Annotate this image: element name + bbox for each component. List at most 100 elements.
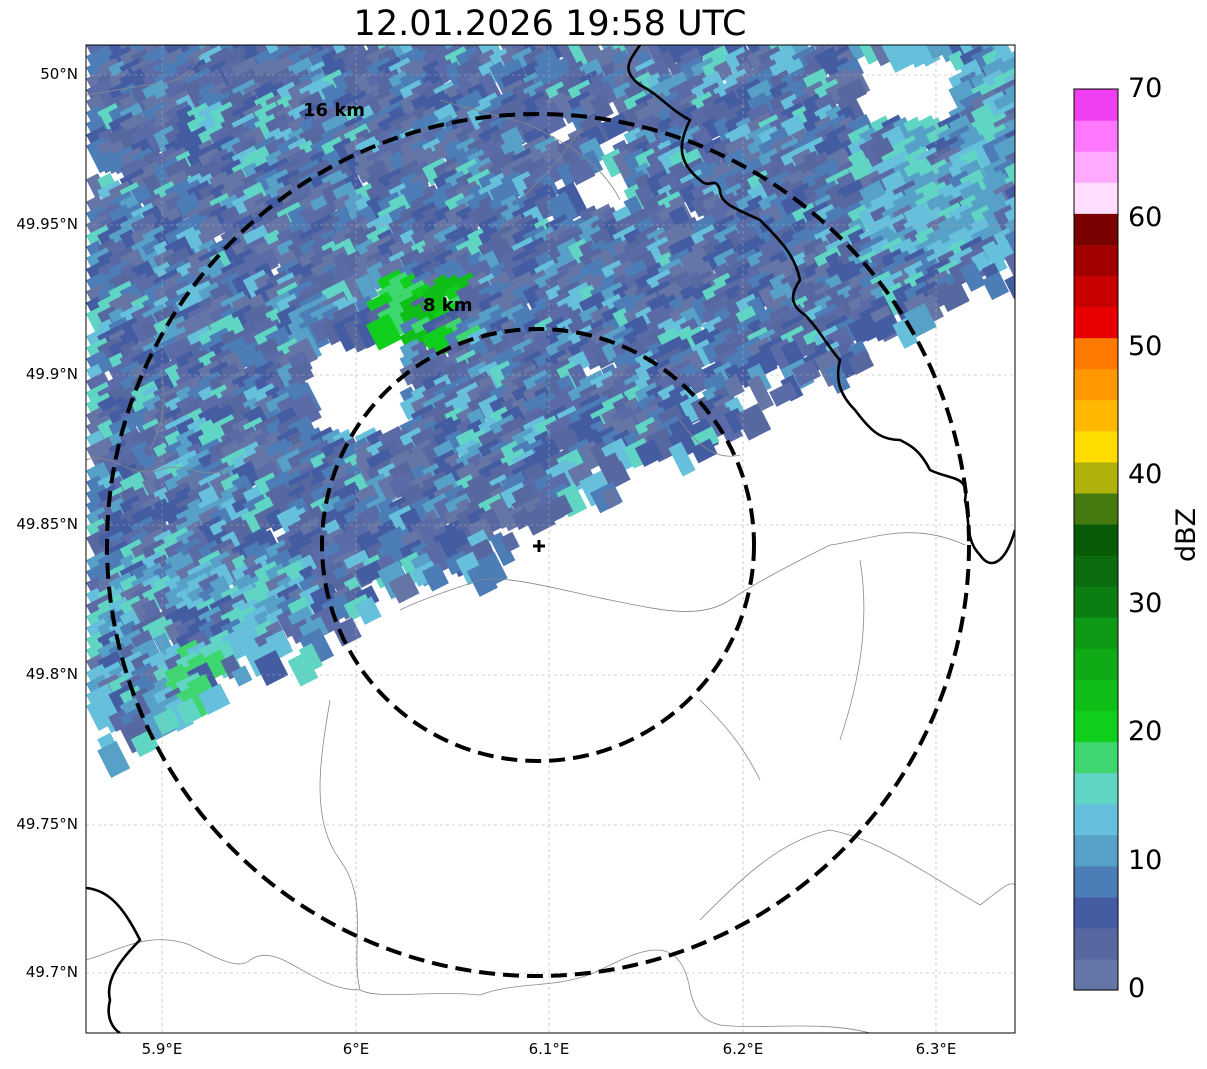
colorbar-bin — [1074, 772, 1118, 805]
reflectivity-echoes — [86, 45, 1015, 778]
colorbar-bin — [1074, 461, 1118, 494]
echo-cell — [489, 531, 516, 567]
colorbar-bin — [1074, 803, 1118, 836]
lat-label-49-9: 49.9°N — [25, 365, 78, 383]
lat-label-50: 50°N — [40, 65, 78, 83]
echo-cell — [634, 438, 664, 468]
echo-cell — [657, 50, 676, 71]
echo-cell — [545, 494, 574, 522]
echo-cell — [343, 273, 370, 306]
echo-cell — [500, 531, 520, 553]
colorbar-bin — [1074, 120, 1118, 152]
ring-label-8km: 8 km — [423, 295, 473, 316]
colorbar-bin — [1074, 896, 1118, 929]
echo-cell — [422, 540, 452, 575]
colorbar-bin — [1074, 306, 1118, 339]
colorbar-bin — [1074, 648, 1118, 680]
echo-cell — [914, 45, 941, 67]
colorbar-bin — [1074, 213, 1118, 245]
map-title: 12.01.2026 19:58 UTC — [353, 4, 747, 44]
lat-label-49-75: 49.75°N — [16, 815, 78, 833]
echo-cell — [701, 117, 723, 141]
echo-cell — [690, 438, 718, 464]
colorbar-bin — [1074, 337, 1118, 370]
echo-cell — [478, 551, 508, 587]
colorbar-tick-40: 40 — [1128, 459, 1163, 490]
lon-label-5-9: 5.9°E — [141, 1040, 183, 1058]
colorbar-bin — [1074, 182, 1118, 214]
echo-cell — [645, 426, 679, 463]
colorbar-bin — [1074, 741, 1118, 774]
echo-cell — [1004, 104, 1015, 138]
radar-site-marker — [533, 540, 545, 552]
echo-cell — [556, 182, 589, 221]
echo-cell — [959, 261, 986, 292]
echo-cell — [847, 349, 875, 375]
echo-cell — [601, 437, 636, 476]
colorbar-bin — [1074, 368, 1118, 401]
echo-cell — [892, 318, 919, 349]
ring-label-16km: 16 km — [303, 100, 366, 121]
colorbar-bin — [1074, 89, 1118, 121]
lat-label-49-7: 49.7°N — [25, 963, 78, 981]
echo-cell — [175, 697, 202, 726]
echo-cell — [858, 318, 880, 342]
colorbar-bin — [1074, 865, 1118, 898]
lon-label-6-1: 6.1°E — [528, 1040, 570, 1058]
colorbar-bin — [1074, 958, 1118, 991]
colorbar-tick-60: 60 — [1128, 202, 1163, 233]
colorbar-frame — [1073, 88, 1119, 991]
echo-cell — [735, 403, 772, 441]
echo-cell — [354, 596, 382, 625]
echo-cell — [870, 314, 900, 342]
echo-cell — [567, 158, 596, 186]
colorbar-bin — [1074, 430, 1118, 463]
colorbar-bin — [1074, 586, 1118, 618]
echo-cell — [1004, 226, 1015, 259]
colorbar-bin — [1074, 555, 1118, 587]
colorbar-tick-70: 70 — [1128, 73, 1163, 104]
echo-cell — [298, 316, 330, 352]
echo-cell — [556, 483, 588, 518]
echo-cell — [1004, 58, 1015, 93]
colorbar-bin — [1074, 617, 1118, 649]
echo-cell — [354, 273, 379, 303]
lon-label-6: 6°E — [342, 1040, 370, 1058]
echo-cell — [377, 317, 401, 343]
echo-cell — [981, 240, 1008, 274]
echo-cell — [97, 740, 131, 778]
lon-label-6-3: 6.3°E — [915, 1040, 957, 1058]
echo-cell — [332, 617, 362, 647]
echo-cell — [937, 280, 970, 313]
echo-cell — [1004, 128, 1015, 154]
gridlines — [86, 45, 1015, 1033]
echo-cell — [153, 707, 181, 736]
lat-label-49-95: 49.95°N — [16, 215, 78, 233]
range-ring-8km — [320, 327, 756, 763]
echo-cell — [265, 629, 294, 660]
echo-cell — [556, 162, 578, 187]
echo-cell — [175, 192, 202, 217]
echo-cell — [589, 93, 614, 121]
colorbar-tick-30: 30 — [1128, 588, 1163, 619]
range-ring-16km — [105, 112, 971, 978]
colorbar-bin — [1074, 244, 1118, 277]
colorbar-tick-10: 10 — [1128, 845, 1163, 876]
echo-cell — [1004, 150, 1015, 185]
echo-cell — [388, 572, 420, 604]
colorbar-bin — [1074, 710, 1118, 743]
echo-cell — [914, 293, 944, 326]
echo-cell — [769, 381, 798, 407]
colorbar-bin — [1074, 399, 1118, 432]
colorbar-bin — [1074, 679, 1118, 711]
plot-frame — [85, 44, 1016, 1034]
lat-label-49-85: 49.85°N — [16, 515, 78, 533]
echo-cell — [724, 374, 745, 398]
echo-cell — [601, 112, 632, 140]
echo-cell — [1004, 250, 1015, 282]
echo-cell — [668, 441, 696, 477]
echo-cell — [1004, 271, 1015, 299]
echo-cell — [254, 650, 289, 686]
colorbar-tick-20: 20 — [1128, 716, 1163, 747]
